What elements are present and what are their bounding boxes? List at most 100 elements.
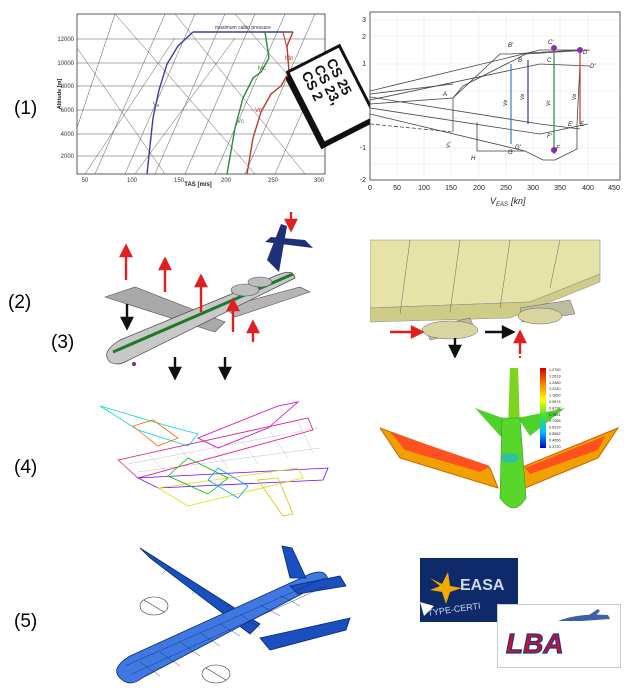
- svg-text:E: E: [580, 122, 585, 128]
- svg-text:Vˢ₁: Vˢ₁: [446, 141, 452, 148]
- lba-text: LBA: [506, 628, 564, 659]
- md-label: Mᴅ: [285, 56, 294, 62]
- engine-2: [247, 276, 273, 288]
- aircraft-horizontal-tail: [289, 575, 347, 595]
- cs-regulations-book: CS 25 CS 23, CS 2: [286, 43, 378, 150]
- svg-text:1.2750: 1.2750: [549, 368, 561, 372]
- svg-text:0.9574: 0.9574: [549, 400, 561, 404]
- svg-text:0.7065: 0.7065: [549, 419, 561, 423]
- svg-text:Vʙ: Vʙ: [520, 94, 526, 100]
- engine-nacelle-right: [517, 307, 563, 325]
- colorbar-ticks: 1.2750 1.2619 1.2480 1.2240 1.1850 0.957…: [549, 368, 561, 449]
- point-d-marker: [577, 47, 583, 53]
- svg-text:Vʙ: Vʙ: [503, 100, 509, 106]
- lba-emblem: LBA: [505, 609, 610, 660]
- altitude-chart-frame: [76, 13, 326, 175]
- svg-text:G′: G′: [515, 145, 522, 151]
- vc-label: Vᴄ: [237, 119, 244, 125]
- right-wing: [224, 286, 311, 318]
- svg-text:450: 450: [608, 185, 620, 192]
- fe-mesh-wireframe: [99, 401, 329, 517]
- svg-text:2000: 2000: [61, 154, 75, 160]
- mc-curve: [264, 31, 270, 59]
- contour-vertical-tail: [508, 368, 520, 428]
- svg-text:1.2619: 1.2619: [549, 374, 561, 378]
- tas-axis-label: TAS [m/s]: [184, 182, 212, 188]
- va-label: Vₐ: [153, 102, 160, 108]
- easa-subtext: TYPE-CERTI: [427, 601, 481, 618]
- svg-text:100: 100: [127, 178, 138, 184]
- svg-text:2: 2: [362, 34, 366, 41]
- aircraft-right-wing: [259, 617, 351, 651]
- easa-text: EASA: [460, 577, 505, 594]
- svg-text:12000: 12000: [57, 37, 74, 43]
- colorbar-scale: [540, 368, 546, 448]
- svg-text:6000: 6000: [61, 108, 75, 114]
- svg-text:200: 200: [221, 178, 232, 184]
- step-2-label: (2): [8, 292, 32, 313]
- md-curve: [282, 31, 293, 49]
- aircraft-mesh: [124, 565, 327, 677]
- vn-envelope: [369, 49, 591, 161]
- svg-text:-2: -2: [360, 177, 366, 184]
- contour-right-wing-edge: [525, 436, 605, 474]
- vd-curve: [246, 31, 294, 175]
- svg-text:50: 50: [82, 178, 89, 184]
- svg-text:400: 400: [582, 185, 594, 192]
- altitude-speed-chart: maximum cabin pressure Vₐ Vᴄ Vᴅ Mᴄ Mᴅ 20…: [57, 13, 326, 188]
- aircraft-vertical-tail: [281, 545, 307, 579]
- svg-text:B: B: [518, 58, 522, 64]
- svg-text:1.2240: 1.2240: [549, 387, 561, 391]
- svg-text:H: H: [471, 156, 476, 162]
- svg-text:F′: F′: [547, 134, 553, 140]
- certified-aircraft-model: [116, 545, 351, 684]
- altitude-axis-label: Altitude [m]: [57, 79, 63, 110]
- book-cover: [286, 43, 378, 146]
- svg-text:100: 100: [418, 185, 430, 192]
- gravity-arrows: [120, 304, 232, 381]
- lift-arrows: [119, 212, 298, 342]
- vn-xticks: 0 50 100 150 200 250 300 350 400 450: [368, 185, 620, 192]
- svg-text:A: A: [442, 92, 447, 98]
- nose-marker: [132, 362, 136, 366]
- svg-text:350: 350: [554, 185, 566, 192]
- step-5-label: (5): [14, 611, 38, 632]
- engine: [230, 283, 260, 297]
- step-3-label: (3): [51, 332, 75, 353]
- svg-text:150: 150: [174, 178, 185, 184]
- horizontal-tail: [265, 237, 313, 248]
- vn-vline-labels: Vʙ Vᴄ Vᴅ Vʙ Vˢ₁: [446, 94, 578, 148]
- step-1-label: (1): [14, 98, 38, 119]
- svg-text:300: 300: [314, 178, 325, 184]
- svg-text:300: 300: [527, 185, 539, 192]
- vc-curve: [226, 57, 270, 175]
- contour-left-stabilizer: [475, 408, 508, 438]
- vn-xlabel: VEAS [kn]: [490, 196, 526, 208]
- vn-grid: [370, 12, 620, 180]
- vn-flight-envelope-chart: B′ C′ D B C A F G′ F′ H G E E′ D′ Vʙ Vᴄ …: [360, 11, 621, 208]
- altitude-chart-grid: [76, 13, 326, 175]
- contour-left-wing-edge: [390, 432, 490, 472]
- wing-surface: [370, 239, 601, 309]
- svg-text:3: 3: [362, 17, 366, 24]
- svg-text:G: G: [508, 150, 513, 156]
- svg-text:C: C: [547, 58, 552, 64]
- svg-text:250: 250: [268, 178, 279, 184]
- va-curve: [146, 31, 194, 175]
- vn-yticks: 3 2 1 -1 -2: [360, 17, 366, 184]
- stress-contour-model: [380, 368, 620, 509]
- vd-label: Vᴅ: [255, 108, 263, 114]
- wing-underside: [370, 273, 601, 323]
- svg-text:4000: 4000: [61, 132, 75, 138]
- wing-engine-detail: [370, 239, 601, 358]
- svg-text:0.7851: 0.7851: [549, 413, 561, 417]
- svg-text:1.2480: 1.2480: [549, 381, 561, 385]
- svg-text:0.5562: 0.5562: [549, 432, 561, 436]
- svg-text:0.8738: 0.8738: [549, 406, 561, 410]
- contour-fuselage: [499, 417, 527, 509]
- svg-text:1.1850: 1.1850: [549, 394, 561, 398]
- vn-point-labels: B′ C′ D B C A F G′ F′ H G E E′ D′: [442, 40, 596, 162]
- tas-ticks: 50 100 150 200 250 300: [82, 178, 325, 184]
- svg-text:200: 200: [473, 185, 485, 192]
- mc-label: Mᴄ: [258, 66, 266, 72]
